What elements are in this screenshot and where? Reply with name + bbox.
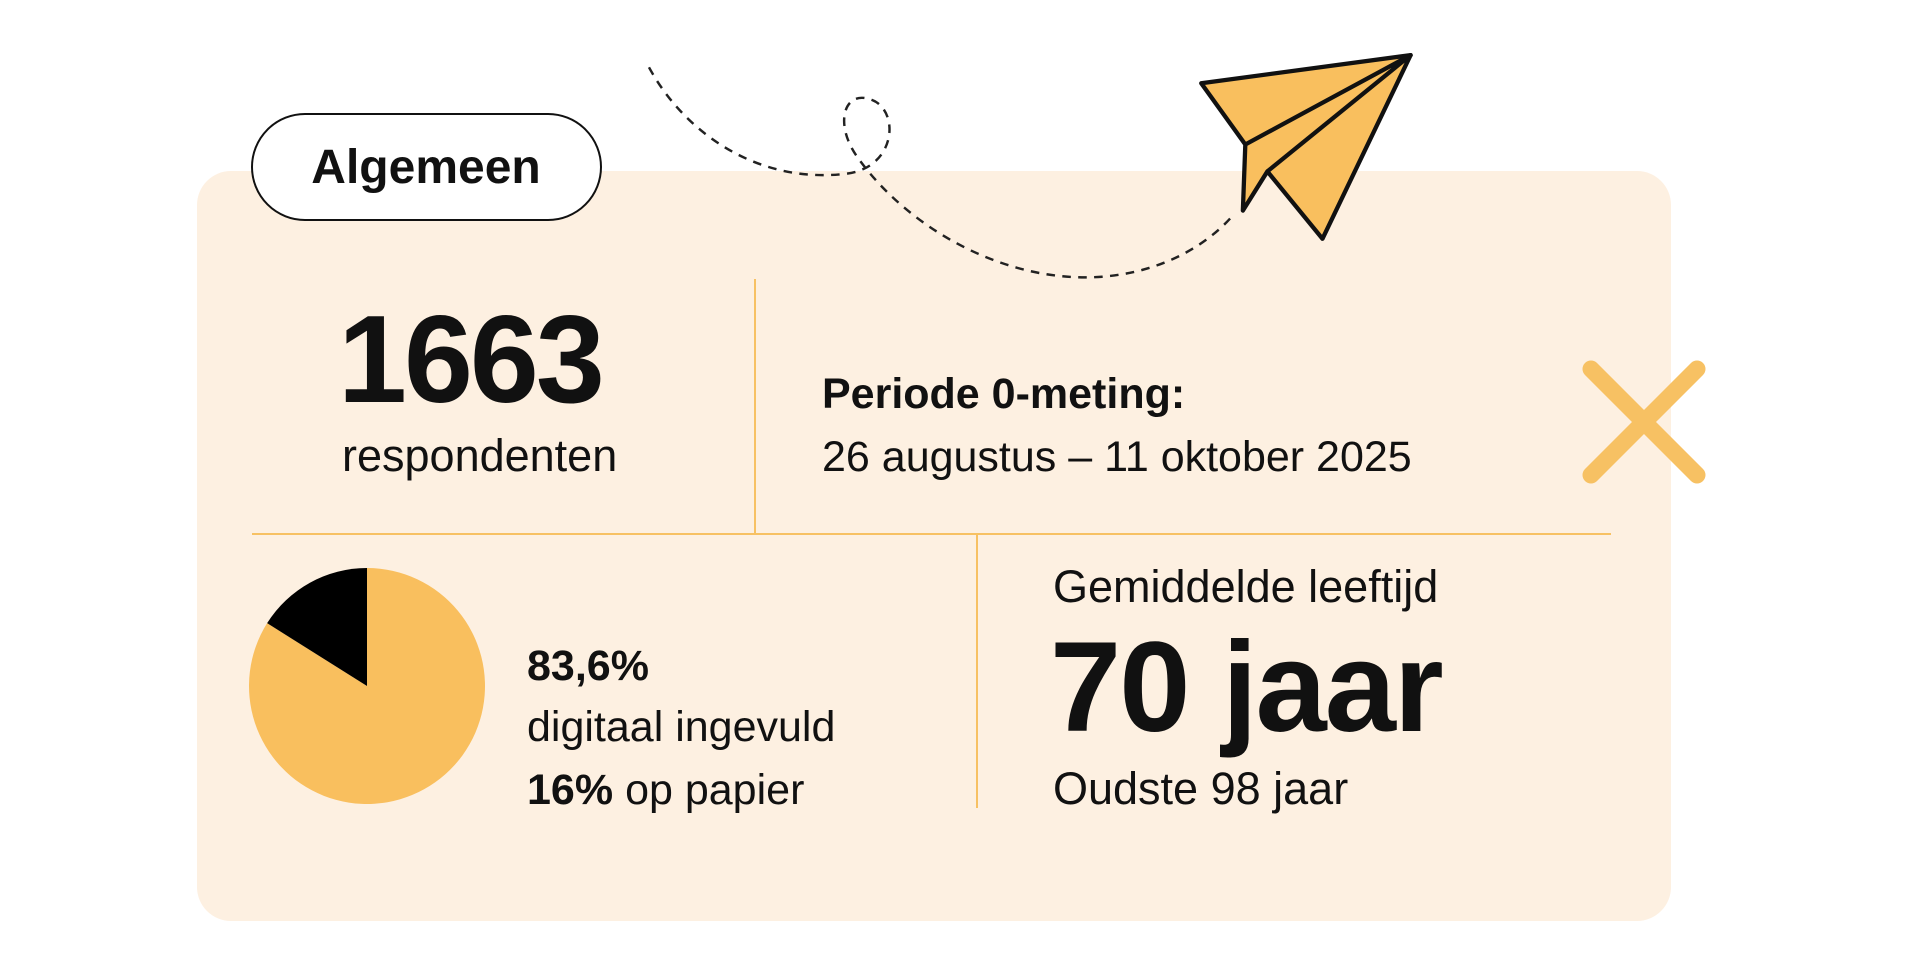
respondent-count: 1663 [338,291,602,429]
digital-label: digitaal ingevuld [527,703,835,751]
age-title: Gemiddelde leeftijd [1053,561,1438,612]
card [197,171,1671,921]
respondent-label: respondenten [342,430,617,481]
pie-chart [248,568,485,804]
x-stroke [1582,360,1706,484]
period-dates: 26 augustus – 11 oktober 2025 [822,433,1412,481]
badge-label: Algemeen [311,141,540,194]
x-decoration [1582,360,1706,484]
paper-percent: 16% [527,766,613,814]
paper-line: 16% op papier [527,766,804,814]
paper-label: op papier [625,766,804,814]
digital-percent: 83,6% [527,642,649,690]
age-average: 70 jaar [1050,616,1442,759]
paper-plane-decoration [647,52,1413,279]
period-title: Periode 0-meting: [822,370,1185,418]
dashed-trail [647,66,1232,279]
age-oldest: Oudste 98 jaar [1053,763,1348,814]
badge [251,113,602,221]
plane-fold [1244,52,1413,174]
pie-slice [248,568,485,804]
pie-slice [267,568,367,686]
